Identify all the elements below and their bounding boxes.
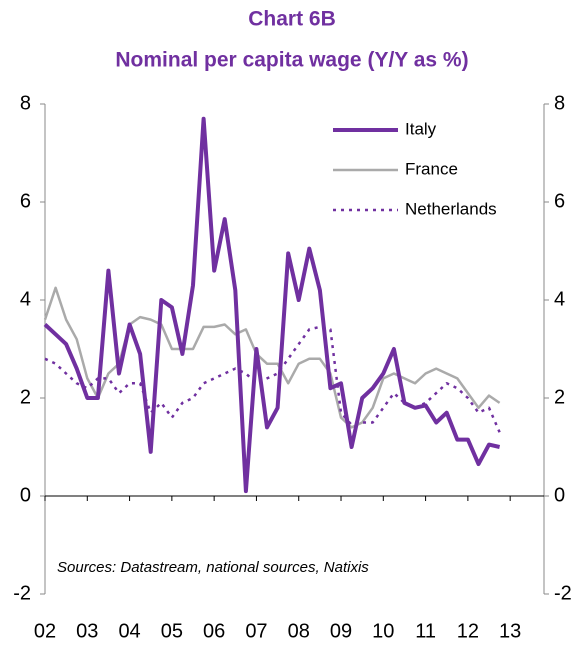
- y-tick-label: 2: [20, 386, 31, 408]
- y-tick-label: -2: [13, 582, 31, 604]
- x-tick-label: 11: [415, 620, 436, 642]
- x-tick-label: 09: [330, 620, 352, 642]
- series-line: [43, 116, 501, 494]
- series-line: [44, 325, 501, 433]
- x-tick-label: 05: [161, 620, 183, 642]
- legend-label: Netherlands: [405, 199, 497, 218]
- y2-tick-label: 8: [554, 92, 565, 114]
- x-tick-label: 06: [203, 620, 225, 642]
- x-tick-label: 02: [34, 620, 56, 642]
- y-tick-label: 8: [20, 92, 31, 114]
- chart-subtitle: Nominal per capita wage (Y/Y as %): [115, 49, 468, 72]
- chart-title: Chart 6B: [248, 8, 336, 31]
- annotation: Sources: Datastream, national sources, N…: [57, 559, 369, 576]
- y2-tick-label: 2: [554, 386, 565, 408]
- x-tick-label: 03: [76, 620, 98, 642]
- y-tick-label: 0: [20, 484, 31, 506]
- x-tick-label: 10: [372, 620, 394, 642]
- y2-tick-label: 0: [554, 484, 565, 506]
- y-tick-label: 6: [20, 190, 31, 212]
- y2-tick-label: 6: [554, 190, 565, 212]
- x-tick-label: 08: [288, 620, 310, 642]
- y2-tick-label: -2: [554, 582, 572, 604]
- x-tick-label: 12: [457, 620, 479, 642]
- y-tick-label: 4: [20, 288, 31, 310]
- x-tick-label: 04: [118, 620, 140, 642]
- x-tick-label: 07: [245, 620, 267, 642]
- y2-tick-label: 4: [554, 288, 565, 310]
- legend-label: Italy: [405, 119, 437, 138]
- legend-label: France: [405, 159, 458, 178]
- x-tick-label: 13: [499, 620, 521, 642]
